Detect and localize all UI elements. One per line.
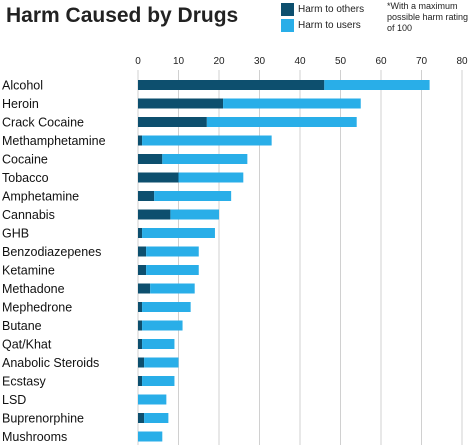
category-label: Mephedrone — [2, 301, 72, 315]
legend-label-users: Harm to users — [298, 20, 361, 31]
bar-others — [138, 265, 147, 275]
bar-users — [146, 246, 199, 257]
category-label: Methamphetamine — [2, 134, 106, 148]
bar-users — [144, 413, 169, 423]
legend-label-others: Harm to others — [298, 4, 365, 15]
bar-others — [138, 209, 171, 220]
category-label: Cocaine — [2, 153, 48, 167]
bar-others — [138, 246, 147, 257]
category-label: Ecstasy — [2, 375, 47, 389]
category-label: Qat/Khat — [2, 338, 52, 352]
x-tick-label-60: 60 — [375, 56, 387, 67]
bar-others — [138, 357, 145, 368]
bar-users — [138, 394, 167, 405]
category-label: GHB — [2, 227, 29, 241]
bar-others — [138, 376, 143, 386]
bar-users — [138, 431, 163, 442]
bar-others — [138, 135, 143, 146]
x-tick-label-70: 70 — [416, 56, 428, 67]
bar-users — [142, 339, 175, 349]
bar-others — [138, 191, 155, 201]
bar-users — [142, 320, 183, 331]
bar-users — [206, 117, 357, 127]
x-tick-label-50: 50 — [335, 56, 347, 67]
bar-users — [170, 209, 219, 220]
category-label: Amphetamine — [2, 190, 79, 204]
bar-users — [142, 376, 175, 386]
x-tick-label-80: 80 — [456, 56, 468, 67]
bar-others — [138, 339, 143, 349]
category-label: Crack Cocaine — [2, 116, 84, 130]
bar-others — [138, 98, 224, 109]
bar-users — [162, 154, 248, 164]
legend-swatch-users — [281, 19, 294, 32]
category-label: Heroin — [2, 97, 39, 111]
category-label: Buprenorphine — [2, 412, 84, 426]
bar-users — [142, 135, 272, 146]
category-label: Alcohol — [2, 79, 43, 93]
bar-users — [324, 80, 430, 90]
category-label: LSD — [2, 393, 26, 407]
bar-users — [223, 98, 361, 109]
bar-others — [138, 413, 145, 423]
bar-users — [144, 357, 179, 368]
x-tick-label-0: 0 — [135, 56, 141, 67]
category-label: Anabolic Steroids — [2, 356, 99, 370]
category-label: Methadone — [2, 282, 65, 296]
category-label: Ketamine — [2, 264, 55, 278]
bar-users — [142, 228, 215, 238]
bar-others — [138, 320, 143, 331]
category-label: Tobacco — [2, 171, 49, 185]
category-label: Benzodiazepenes — [2, 245, 101, 259]
bar-others — [138, 283, 151, 294]
legend-swatch-others — [281, 3, 294, 16]
x-tick-label-40: 40 — [294, 56, 306, 67]
bar-users — [150, 283, 195, 294]
bar-others — [138, 172, 179, 183]
bar-others — [138, 302, 143, 312]
category-label: Mushrooms — [2, 430, 67, 444]
x-tick-label-20: 20 — [213, 56, 225, 67]
bar-users — [142, 302, 191, 312]
chart-title: Harm Caused by Drugs — [6, 4, 239, 27]
bar-others — [138, 228, 143, 238]
bar-users — [154, 191, 232, 201]
category-label: Butane — [2, 319, 42, 333]
chart-footnote: *With a maximum possible harm rating of … — [387, 1, 469, 33]
bar-users — [178, 172, 244, 183]
category-label: Cannabis — [2, 208, 55, 222]
bar-others — [138, 117, 207, 127]
bar-others — [138, 80, 325, 90]
bar-others — [138, 154, 163, 164]
x-tick-label-10: 10 — [173, 56, 185, 67]
bar-users — [146, 265, 199, 275]
x-tick-label-30: 30 — [254, 56, 266, 67]
